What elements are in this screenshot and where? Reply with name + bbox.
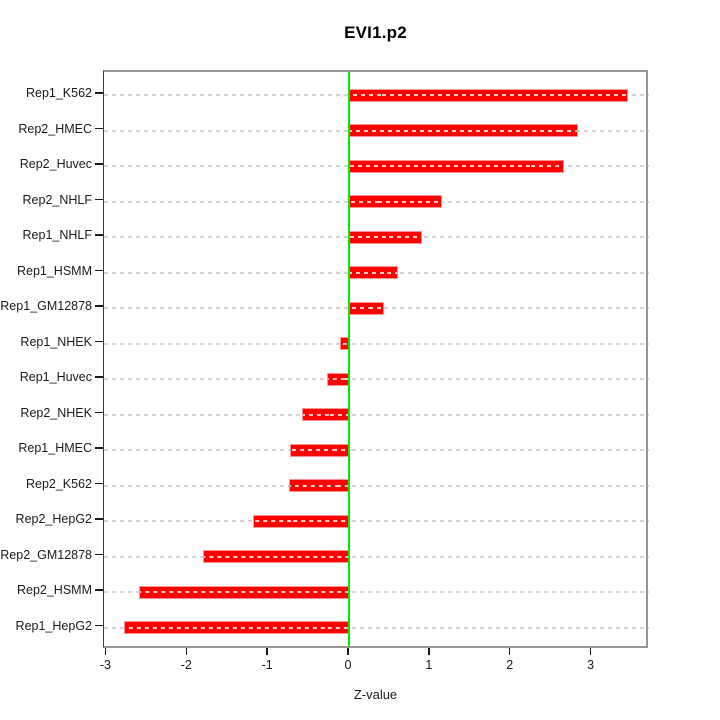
x-axis-tick xyxy=(347,648,349,655)
gridline xyxy=(104,484,649,487)
gridline xyxy=(104,413,649,416)
gridline xyxy=(104,626,649,629)
bar-dash-overlay xyxy=(350,271,398,274)
x-axis-tick xyxy=(185,648,188,655)
y-axis-label-Rep2_NHEK: Rep2_NHEK xyxy=(20,405,92,420)
bar-dash-overlay xyxy=(290,449,348,451)
x-axis-tick-label: -1 xyxy=(261,658,273,672)
bar-dash-overlay xyxy=(350,165,564,167)
x-axis-tick-label: 0 xyxy=(344,658,352,672)
gridline xyxy=(104,520,649,522)
y-axis-label-Rep2_HSMM: Rep2_HSMM xyxy=(16,583,92,597)
bar-Rep2_K562 xyxy=(289,479,349,492)
bar-Rep2_HepG2 xyxy=(252,514,349,528)
x-axis-tick-label: -3 xyxy=(99,658,111,672)
y-axis-tick xyxy=(95,447,103,449)
bar-Rep1_GM12878 xyxy=(349,301,384,315)
plot-area xyxy=(103,70,649,648)
bar-Rep2_GM12878 xyxy=(202,550,349,563)
bar-Rep1_NHLF xyxy=(349,230,422,244)
bar-dash-overlay xyxy=(125,626,348,629)
bar-dash-overlay xyxy=(303,413,348,416)
y-axis-tick xyxy=(95,163,103,165)
y-axis-label-Rep2_Huvec: Rep2_Huvec xyxy=(19,157,92,171)
x-axis-tick xyxy=(508,648,511,655)
bar-dash-overlay xyxy=(350,307,383,309)
y-axis-label-Rep1_HMEC: Rep1_HMEC xyxy=(18,441,92,455)
x-axis-tick-label: 2 xyxy=(506,658,514,672)
bar-dash-overlay xyxy=(203,555,348,558)
x-axis-tick-label: -2 xyxy=(180,658,192,672)
bar-dash-overlay xyxy=(350,94,627,96)
bar-Rep1_K562 xyxy=(349,88,628,102)
bar-Rep2_Huvec xyxy=(349,159,565,173)
bar-dash-overlay xyxy=(290,484,348,487)
bar-Rep1_Huvec xyxy=(327,372,349,386)
gridline xyxy=(104,378,649,380)
y-axis-tick xyxy=(95,269,103,271)
bar-Rep2_NHLF xyxy=(349,195,442,208)
gridline xyxy=(104,591,649,593)
y-axis-label-Rep1_NHEK: Rep1_NHEK xyxy=(20,334,92,349)
y-axis-label-Rep2_GM12878: Rep2_GM12878 xyxy=(0,547,92,562)
bar-dash-overlay xyxy=(350,200,441,203)
y-axis-label-Rep1_HepG2: Rep1_HepG2 xyxy=(15,618,92,633)
y-axis-label-Rep2_HepG2: Rep2_HepG2 xyxy=(15,512,92,526)
y-axis-label-Rep2_HMEC: Rep2_HMEC xyxy=(18,121,92,136)
bar-dash-overlay xyxy=(328,378,348,380)
y-axis-label-Rep2_NHLF: Rep2_NHLF xyxy=(22,192,92,207)
x-axis-tick-label: 3 xyxy=(587,658,595,672)
x-axis-tick xyxy=(589,648,592,655)
zero-reference-line xyxy=(348,72,350,646)
y-axis-label-Rep1_GM12878: Rep1_GM12878 xyxy=(0,299,92,313)
x-axis-tick xyxy=(428,648,430,655)
bar-Rep1_HSMM xyxy=(349,266,399,279)
y-axis-tick xyxy=(95,624,103,626)
y-axis-label-Rep1_HSMM: Rep1_HSMM xyxy=(16,263,92,278)
bar-Rep2_HMEC xyxy=(349,124,578,137)
bar-Rep2_HSMM xyxy=(138,585,349,599)
gridline xyxy=(104,555,649,558)
y-axis-tick xyxy=(95,127,103,129)
x-axis-tick-label: 1 xyxy=(425,658,433,672)
y-axis-tick xyxy=(95,482,103,484)
y-axis-tick xyxy=(95,411,103,413)
bar-dash-overlay xyxy=(253,520,348,522)
y-axis-tick xyxy=(95,305,103,307)
bar-dash-overlay xyxy=(350,236,421,238)
bar-dash-overlay xyxy=(341,342,348,345)
y-axis-label-Rep1_K562: Rep1_K562 xyxy=(25,86,92,100)
y-axis-label-Rep2_K562: Rep2_K562 xyxy=(25,476,92,491)
bar-Rep2_NHEK xyxy=(302,408,349,421)
bar-dash-overlay xyxy=(139,591,348,593)
x-axis-title: Z-value xyxy=(353,687,398,702)
y-axis-tick xyxy=(95,92,103,94)
y-axis-tick xyxy=(95,518,103,520)
y-axis-tick xyxy=(95,553,103,555)
bar-Rep1_HMEC xyxy=(289,443,349,457)
x-axis-tick xyxy=(104,648,107,655)
x-axis-tick xyxy=(266,648,268,655)
y-axis-label-Rep1_Huvec: Rep1_Huvec xyxy=(19,370,92,384)
y-axis-tick xyxy=(95,340,103,342)
bar-dash-overlay xyxy=(350,129,577,132)
y-axis-label-Rep1_NHLF: Rep1_NHLF xyxy=(22,228,92,242)
gridline xyxy=(104,449,649,451)
y-axis-tick xyxy=(95,376,103,378)
y-axis-tick xyxy=(95,234,103,236)
chart-title: EVI1.p2 xyxy=(344,23,407,42)
gridline xyxy=(104,342,649,345)
bar-Rep1_HepG2 xyxy=(124,621,349,634)
y-axis-tick xyxy=(95,198,103,200)
y-axis-tick xyxy=(95,589,103,591)
